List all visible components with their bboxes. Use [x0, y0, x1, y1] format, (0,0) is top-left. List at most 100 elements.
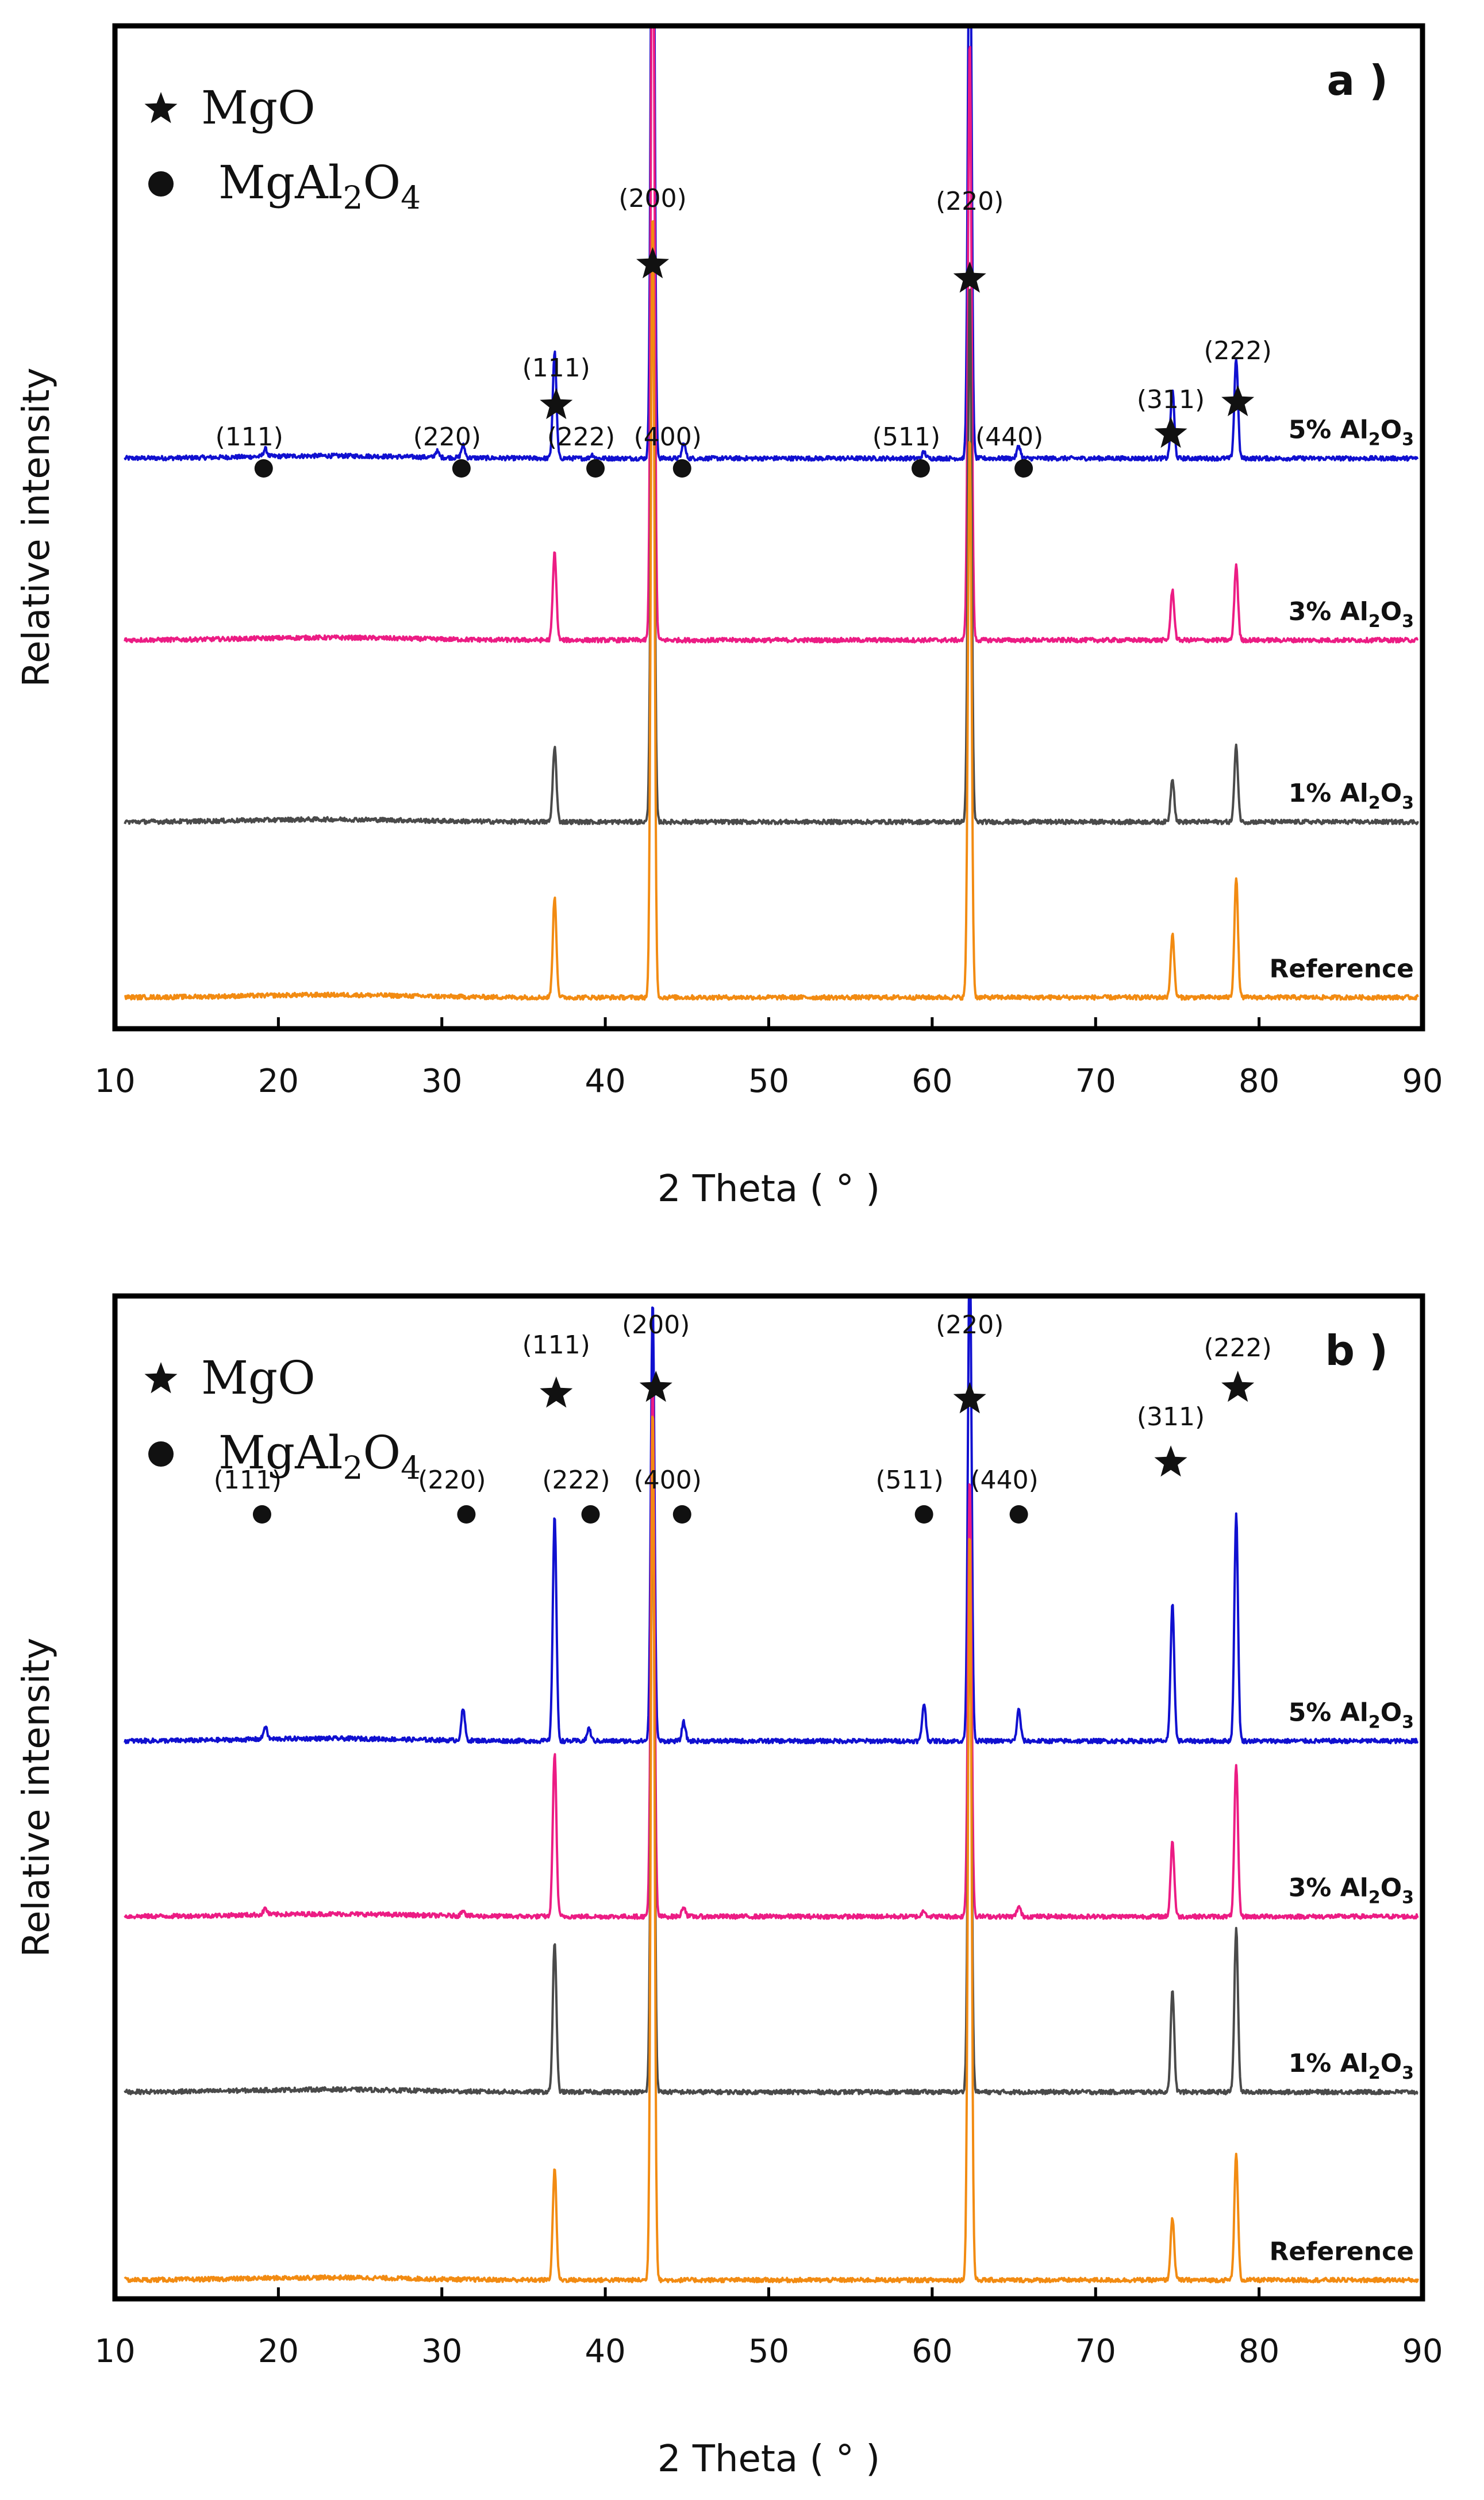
legend: MgO MgAl2O4: [144, 81, 421, 216]
mgo-star-marker: [540, 388, 573, 420]
spinel-dot-marker: [254, 459, 273, 478]
text-span: 3: [1402, 430, 1414, 450]
x-tick-label: 50: [748, 1063, 789, 1100]
text-span: 5% Al: [1289, 1698, 1368, 1727]
legend-spinel-label: MgAl2O4: [218, 156, 421, 216]
text-span: 1% Al: [1289, 2049, 1368, 2078]
mgo-peak-label: (311): [1137, 385, 1205, 414]
mgo-star-marker: [953, 261, 986, 293]
x-axis-title: 2 Theta ( ° ): [658, 2438, 880, 2480]
text-span: O: [1381, 597, 1402, 626]
x-tick-label: 40: [585, 1063, 625, 1100]
x-tick-label: 80: [1239, 2333, 1279, 2370]
mgo-star-marker: [639, 1371, 672, 1402]
spinel-peak-label: (222): [547, 422, 615, 452]
series-line-0: [124, 1296, 1419, 1745]
spinel-dot-marker: [1009, 1505, 1028, 1524]
series-label-0: 5% Al2O3: [1289, 416, 1414, 450]
text-span: 3: [1402, 1888, 1414, 1908]
spinel-peak-label: (220): [418, 1466, 486, 1495]
x-tick-label: 30: [421, 1063, 462, 1100]
spinel-peak-label: (111): [216, 422, 283, 452]
mgo-peak-label: (111): [522, 1330, 590, 1360]
x-tick-label: 90: [1402, 2333, 1443, 2370]
text-span: 4: [401, 179, 421, 216]
x-tick-label: 10: [94, 2333, 135, 2370]
series-line-2: [124, 1475, 1418, 2095]
legend-dot-icon: [148, 1441, 174, 1467]
legend-star-icon: [144, 92, 178, 124]
x-tick-label: 90: [1402, 1063, 1443, 1100]
legend-dot-icon: [148, 171, 174, 197]
spinel-peak-label: (400): [634, 422, 702, 452]
y-axis-title: Relative intensity: [16, 368, 58, 687]
text-span: Reference: [1270, 2237, 1414, 2266]
text-span: 3: [1402, 611, 1414, 632]
spinel-dot-marker: [914, 1505, 933, 1524]
text-span: 2: [1368, 611, 1381, 632]
text-span: 3: [1402, 793, 1414, 813]
series-label-1: 3% Al2O3: [1289, 1874, 1414, 1908]
panel-label: b ): [1325, 1326, 1388, 1375]
series-line-2: [124, 226, 1419, 825]
mgo-peak-label: (200): [622, 1310, 690, 1340]
spinel-peak-label: (511): [872, 422, 940, 452]
text-span: 2: [343, 179, 363, 216]
legend-star-icon: [144, 1362, 178, 1394]
text-span: 3: [1402, 2063, 1414, 2083]
text-span: MgAl: [218, 156, 343, 209]
series-label-3: Reference: [1270, 954, 1414, 983]
mgo-peak-label: (222): [1204, 336, 1271, 366]
x-tick-label: 30: [421, 2333, 462, 2370]
text-span: 5% Al: [1289, 416, 1368, 445]
x-tick-label: 20: [258, 2333, 299, 2370]
text-span: O: [363, 156, 401, 209]
spinel-dot-marker: [252, 1505, 271, 1524]
x-tick-label: 40: [585, 2333, 625, 2370]
y-axis-title: Relative intensity: [16, 1638, 58, 1957]
text-span: 3% Al: [1289, 1874, 1368, 1903]
mgo-star-marker: [953, 1382, 986, 1414]
spinel-dot-marker: [581, 1505, 600, 1524]
mgo-peak-label: (200): [618, 184, 686, 213]
text-span: 2: [343, 1449, 363, 1486]
series-label-2: 1% Al2O3: [1289, 779, 1414, 813]
series-label-2: 1% Al2O3: [1289, 2049, 1414, 2083]
mgo-peak-label: (220): [936, 1310, 1004, 1340]
spinel-peak-label: (440): [970, 1466, 1038, 1495]
mgo-star-marker: [1221, 385, 1255, 417]
legend: MgO MgAl2O4: [144, 1351, 421, 1486]
text-span: 2: [1368, 1712, 1381, 1732]
spinel-peak-label: (511): [875, 1466, 943, 1495]
mgo-star-marker: [1154, 1445, 1187, 1477]
spinel-peak-label: (400): [634, 1466, 702, 1495]
series-line-3: [124, 1416, 1419, 2284]
series-label-1: 3% Al2O3: [1289, 597, 1414, 632]
x-axis-title: 2 Theta ( ° ): [658, 1168, 880, 1210]
spinel-dot-marker: [1014, 459, 1033, 478]
text-span: 4: [401, 1449, 421, 1486]
x-tick-label: 70: [1075, 2333, 1116, 2370]
text-span: O: [1381, 1698, 1402, 1727]
text-span: 2: [1368, 793, 1381, 813]
text-span: 3: [1402, 1712, 1414, 1732]
text-span: O: [363, 1426, 401, 1479]
mgo-star-marker: [540, 1376, 573, 1408]
legend-mgo-label: MgO: [201, 1351, 316, 1405]
x-tick-label: 20: [258, 1063, 299, 1100]
text-span: 2: [1368, 2063, 1381, 2083]
x-tick-label: 70: [1075, 1063, 1116, 1100]
spinel-dot-marker: [586, 459, 605, 478]
spinel-dot-marker: [457, 1505, 476, 1524]
spinel-dot-marker: [452, 459, 471, 478]
spinel-dot-marker: [672, 459, 691, 478]
mgo-peak-label: (111): [522, 353, 590, 383]
x-tick-label: 80: [1239, 1063, 1279, 1100]
text-span: O: [1381, 779, 1402, 808]
text-span: Reference: [1270, 954, 1414, 983]
legend-spinel-label: MgAl2O4: [218, 1426, 421, 1486]
series-line-1: [124, 1383, 1419, 1920]
x-tick-label: 10: [94, 1063, 135, 1100]
